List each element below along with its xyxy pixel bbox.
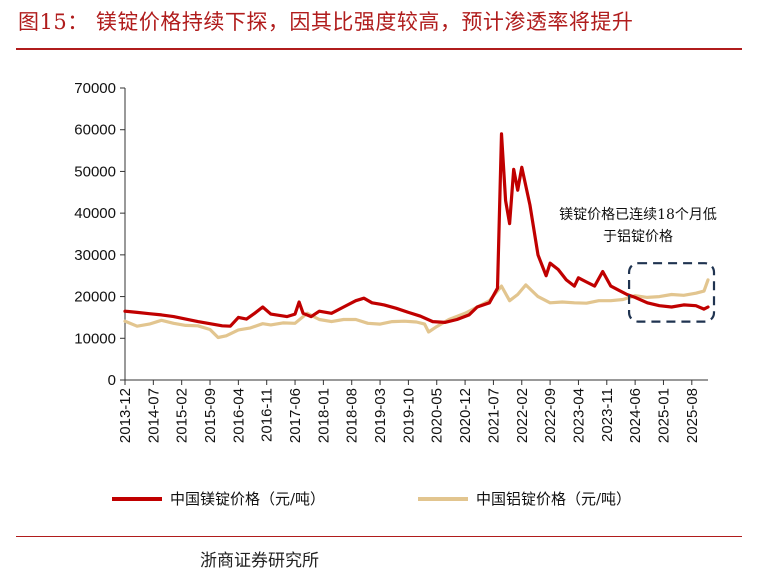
annotation-line-1: 于铝锭价格 — [603, 229, 673, 245]
series-line-magnesium — [123, 132, 710, 328]
y-tick-label-2: 20000 — [74, 289, 116, 306]
y-tick-label-3: 30000 — [74, 247, 116, 264]
x-tick-label-2: 2015-02 — [174, 388, 191, 443]
y-tick-label-1: 10000 — [74, 330, 116, 347]
x-tick-label-16: 2023-04 — [570, 388, 587, 443]
y-tick-label-4: 40000 — [74, 205, 116, 222]
source-label: 浙商证券研究所 — [200, 551, 319, 571]
x-tick-label-17: 2023-11 — [599, 388, 616, 442]
x-tick-label-1: 2014-07 — [145, 388, 162, 443]
x-tick-label-7: 2018-01 — [315, 388, 332, 443]
x-tick-label-5: 2016-11 — [259, 388, 276, 442]
series-line-aluminum — [123, 278, 710, 340]
x-tick-label-11: 2020-05 — [429, 388, 446, 443]
x-tick-label-15: 2022-09 — [542, 388, 559, 443]
x-tick-label-13: 2021-07 — [485, 388, 502, 443]
x-tick-label-19: 2025-01 — [655, 388, 672, 443]
y-tick-label-6: 60000 — [74, 122, 116, 139]
x-tick-label-3: 2015-09 — [202, 388, 219, 443]
figure-title: 图15： 镁锭价格持续下探，因其比强度较高，预计渗透率将提升 — [18, 10, 634, 34]
x-tick-label-8: 2018-08 — [344, 388, 361, 443]
x-tick-label-4: 2016-04 — [230, 388, 247, 443]
y-tick-label-7: 70000 — [74, 80, 116, 97]
title-rule — [16, 48, 742, 50]
x-tick-label-20: 2025-08 — [684, 388, 701, 443]
x-tick-label-14: 2022-02 — [514, 388, 531, 443]
x-tick-label-10: 2019-10 — [400, 388, 417, 443]
x-tick-label-0: 2013-12 — [117, 388, 134, 443]
x-tick-label-9: 2019-03 — [372, 388, 389, 443]
x-tick-label-6: 2017-06 — [287, 388, 304, 443]
y-tick-label-5: 50000 — [74, 163, 116, 180]
legend-magnesium-label: 中国镁锭价格（元/吨） — [170, 490, 325, 508]
x-tick-label-18: 2024-06 — [627, 388, 644, 443]
bottom-rule — [16, 536, 742, 537]
highlight-box — [627, 262, 716, 323]
x-tick-label-12: 2020-12 — [457, 388, 474, 443]
annotation-line-0: 镁锭价格已连续18个月低 — [559, 206, 717, 223]
legend-aluminum-label: 中国铝锭价格（元/吨） — [476, 490, 631, 508]
y-tick-label-0: 0 — [108, 372, 116, 389]
